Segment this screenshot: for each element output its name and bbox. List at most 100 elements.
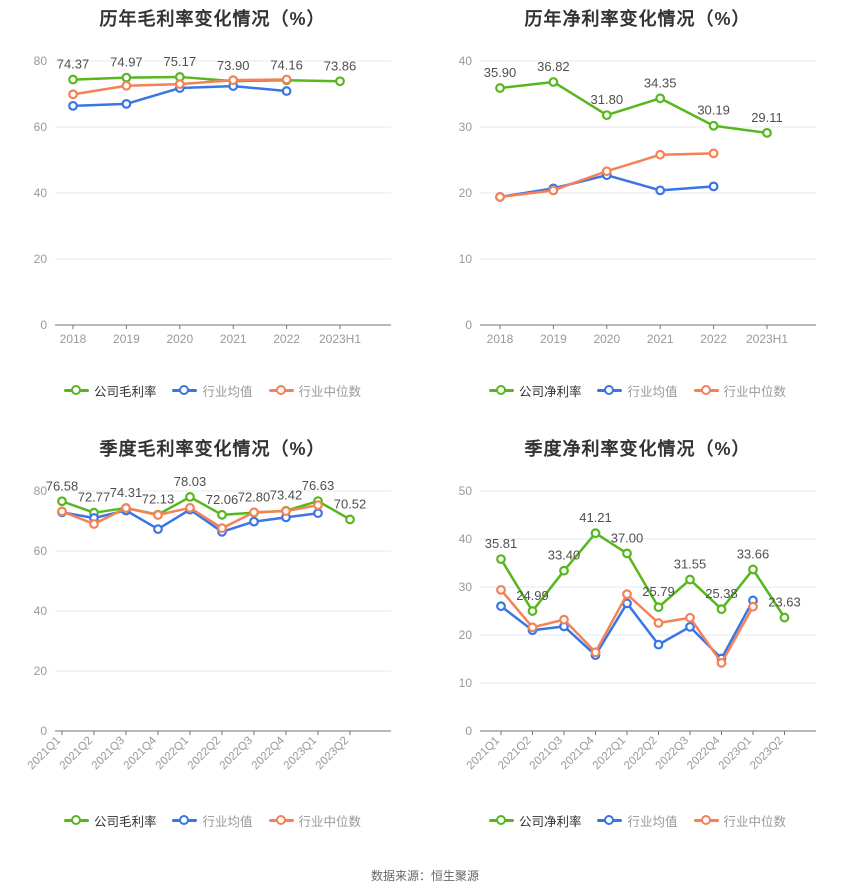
svg-text:20: 20: [459, 186, 473, 200]
svg-text:31.80: 31.80: [591, 92, 624, 107]
legend-label: 行业均值: [202, 385, 253, 399]
annual-net-margin-plot: 0 10 20 30 40 2018 2019 2020 2021 2022 2023H1 35.90…: [459, 54, 816, 346]
svg-text:2021: 2021: [220, 332, 247, 346]
legend-label: 行业均值: [627, 815, 678, 829]
svg-text:74.31: 74.31: [110, 485, 143, 500]
svg-text:2022Q2: 2022Q2: [622, 735, 659, 772]
svg-text:29.11: 29.11: [751, 110, 783, 125]
svg-text:72.13: 72.13: [142, 492, 175, 507]
legend-line-marker-icon: [172, 815, 198, 826]
svg-text:72.77: 72.77: [78, 490, 111, 505]
quarterly-net-margin-plot: 010203040502021Q12021Q22021Q32021Q42022Q…: [459, 484, 816, 772]
quarterly-gross-margin-plot: 0204060802021Q12021Q22021Q32021Q42022Q12…: [26, 474, 391, 772]
svg-text:76.63: 76.63: [302, 478, 335, 493]
legend-line-marker-icon: [488, 385, 514, 396]
chart-legend: 公司净利率 行业均值 行业中位数: [425, 811, 850, 830]
legend-item-industry-average[interactable]: 行业均值: [597, 381, 678, 400]
legend-item-industry-average[interactable]: 行业均值: [172, 381, 253, 400]
svg-text:23.63: 23.63: [768, 595, 801, 610]
data-source-note: 数据来源：恒生聚源: [370, 869, 479, 883]
legend-item-industry-median[interactable]: 行业中位数: [268, 381, 362, 400]
legend-label: 公司净利率: [518, 385, 582, 399]
svg-text:30: 30: [459, 120, 473, 134]
svg-text:0: 0: [40, 318, 47, 332]
svg-text:2023H1: 2023H1: [746, 332, 788, 346]
legend-item-company-net-margin[interactable]: 公司净利率: [488, 381, 582, 400]
svg-text:80: 80: [34, 484, 48, 498]
svg-text:76.58: 76.58: [46, 478, 79, 493]
svg-text:74.16: 74.16: [270, 57, 303, 72]
svg-text:40: 40: [459, 54, 473, 68]
svg-text:2021Q1: 2021Q1: [465, 735, 502, 772]
svg-text:33.66: 33.66: [737, 546, 770, 561]
chart-title: 季度净利率变化情况（%）: [524, 439, 751, 459]
svg-text:10: 10: [459, 252, 473, 266]
chart-quarterly-net-margin: 季度净利率变化情况（%） 0 10 20 30 40 50 2021Q1 2021Q2 2021…: [425, 430, 850, 860]
chart-title: 季度毛利率变化情况（%）: [99, 439, 326, 459]
legend-line-marker-icon: [63, 385, 89, 396]
svg-text:74.37: 74.37: [57, 57, 90, 72]
svg-text:35.90: 35.90: [484, 65, 517, 80]
legend-item-industry-median[interactable]: 行业中位数: [268, 811, 362, 830]
charts-grid: 历年毛利率变化情况（%） 0 20 40 60 80 2018 2019 2020 2021 20…: [0, 0, 850, 860]
svg-text:2021Q2: 2021Q2: [58, 735, 95, 772]
legend-label: 公司毛利率: [93, 385, 157, 399]
svg-text:2018: 2018: [60, 332, 87, 346]
svg-text:36.82: 36.82: [537, 59, 570, 74]
legend-label: 行业中位数: [298, 385, 362, 399]
annual-gross-margin-plot: 0 20 40 60 80 2018 2019 2020 2021 2022 2023H1 74.37…: [34, 54, 391, 346]
svg-text:40: 40: [34, 604, 48, 618]
chart-annual-gross-margin: 历年毛利率变化情况（%） 0 20 40 60 80 2018 2019 2020 2021 20…: [0, 0, 425, 430]
svg-text:70.52: 70.52: [334, 496, 367, 511]
legend-item-company-net-margin[interactable]: 公司净利率: [488, 811, 582, 830]
svg-text:40: 40: [34, 186, 48, 200]
svg-text:20: 20: [34, 664, 48, 678]
svg-text:31.55: 31.55: [674, 557, 707, 572]
svg-text:40: 40: [459, 532, 473, 546]
legend-label: 行业中位数: [298, 815, 362, 829]
svg-text:2022Q3: 2022Q3: [218, 735, 255, 772]
svg-text:35.81: 35.81: [485, 536, 518, 551]
chart-title: 历年净利率变化情况（%）: [524, 9, 751, 29]
svg-text:2022Q4: 2022Q4: [685, 734, 723, 772]
legend-line-marker-icon: [693, 385, 719, 396]
legend-item-company-gross-margin[interactable]: 公司毛利率: [63, 811, 157, 830]
svg-text:2022: 2022: [700, 332, 727, 346]
legend-line-marker-icon: [488, 815, 514, 826]
legend-label: 公司净利率: [518, 815, 582, 829]
svg-text:72.80: 72.80: [238, 490, 271, 505]
svg-text:34.35: 34.35: [644, 75, 677, 90]
svg-text:0: 0: [465, 724, 472, 738]
legend-item-industry-median[interactable]: 行业中位数: [693, 811, 786, 830]
svg-text:2021Q3: 2021Q3: [528, 735, 565, 772]
svg-text:2018: 2018: [487, 332, 514, 346]
svg-text:2021Q4: 2021Q4: [122, 734, 160, 772]
legend-line-marker-icon: [597, 815, 623, 826]
svg-text:2023H1: 2023H1: [319, 332, 361, 346]
svg-text:60: 60: [34, 120, 48, 134]
chart-legend: 公司净利率 行业均值 行业中位数: [425, 381, 850, 400]
legend-label: 行业均值: [627, 385, 678, 399]
legend-item-company-gross-margin[interactable]: 公司毛利率: [63, 381, 157, 400]
svg-text:25.79: 25.79: [642, 584, 675, 599]
svg-text:2022: 2022: [273, 332, 300, 346]
svg-text:25.38: 25.38: [705, 586, 738, 601]
svg-text:0: 0: [40, 724, 47, 738]
svg-text:20: 20: [34, 252, 48, 266]
legend-label: 公司毛利率: [93, 815, 157, 829]
svg-text:50: 50: [459, 484, 473, 498]
chart-title: 历年毛利率变化情况（%）: [99, 9, 326, 29]
legend-line-marker-icon: [63, 815, 89, 826]
legend-item-industry-average[interactable]: 行业均值: [172, 811, 253, 830]
svg-text:2019: 2019: [113, 332, 140, 346]
svg-text:2021: 2021: [647, 332, 674, 346]
legend-item-industry-average[interactable]: 行业均值: [597, 811, 678, 830]
svg-text:2019: 2019: [540, 332, 567, 346]
svg-text:2020: 2020: [166, 332, 193, 346]
svg-text:2023Q1: 2023Q1: [717, 735, 754, 772]
svg-text:2022Q4: 2022Q4: [250, 734, 288, 772]
svg-text:37.00: 37.00: [611, 530, 644, 545]
legend-item-industry-median[interactable]: 行业中位数: [693, 381, 786, 400]
svg-text:30.19: 30.19: [697, 103, 730, 118]
svg-text:78.03: 78.03: [174, 474, 207, 489]
